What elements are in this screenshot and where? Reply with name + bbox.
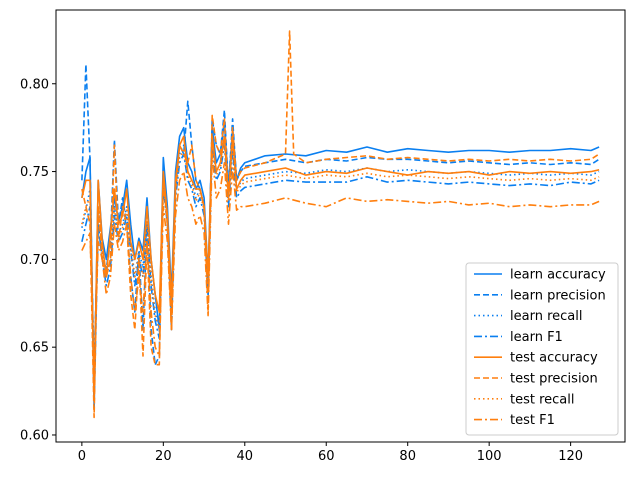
legend-box [465, 262, 619, 436]
y-tick-label: 0.60 [20, 428, 49, 443]
y-tick-label: 0.80 [20, 77, 49, 92]
y-tick-label: 0.65 [20, 341, 49, 356]
x-tick-label: 120 [558, 449, 583, 464]
plot-frame [55, 9, 626, 443]
series-line-learn-f1 [81, 144, 600, 366]
legend-label-learn-f1: learn F1 [510, 330, 563, 345]
legend-label-learn-accuracy: learn accuracy [510, 268, 606, 283]
x-tick-label: 0 [78, 449, 86, 464]
legend-label-test-precision: test precision [510, 372, 598, 387]
x-tick-label: 20 [155, 449, 172, 464]
legend-label-learn-recall: learn recall [510, 309, 582, 324]
legend-label-test-accuracy: test accuracy [510, 351, 598, 366]
x-tick-label: 100 [477, 449, 502, 464]
series-line-test-f1 [81, 153, 600, 375]
legend-label-learn-precision: learn precision [510, 288, 606, 303]
series-line-test-recall [81, 139, 600, 392]
y-axis: 0.60 0.65 0.70 0.75 0.80 [20, 77, 56, 443]
x-tick-label: 40 [237, 449, 254, 464]
series-line-learn-accuracy [81, 121, 600, 401]
series-line-test-precision [81, 30, 600, 419]
legend: learn accuracy learn precision learn recal… [465, 262, 619, 436]
series-layer [81, 30, 600, 419]
legend-label-test-recall: test recall [510, 392, 575, 407]
y-tick-label: 0.75 [20, 165, 49, 180]
y-tick-label: 0.70 [20, 253, 49, 268]
x-axis: 0 20 40 60 80 100 120 [78, 442, 583, 464]
x-tick-label: 80 [399, 449, 416, 464]
x-tick-label: 60 [318, 449, 335, 464]
legend-label-test-f1: test F1 [510, 413, 555, 428]
